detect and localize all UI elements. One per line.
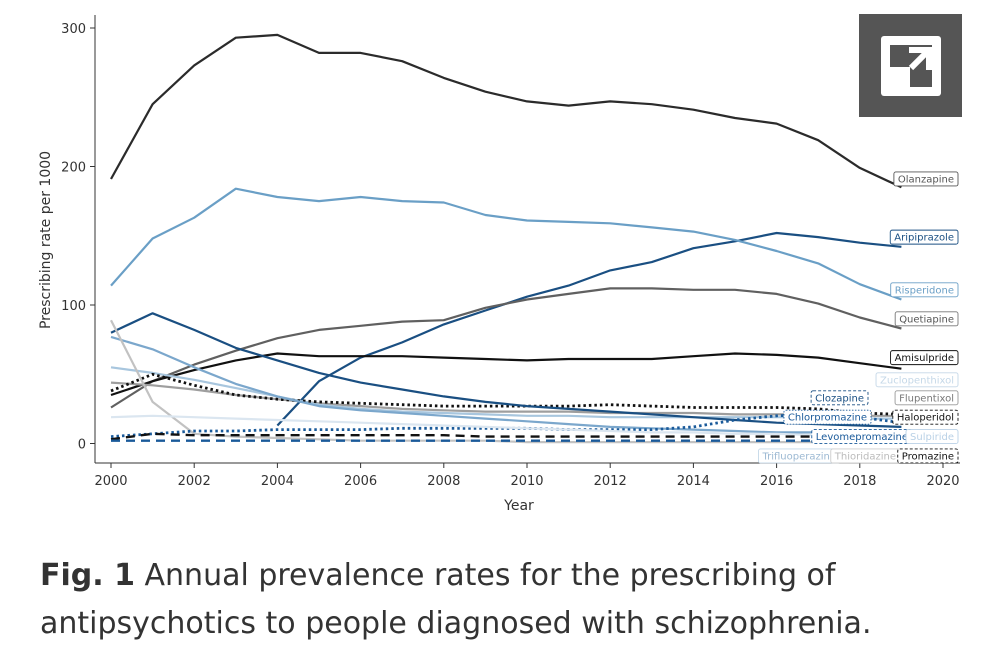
label-olanzapine: Olanzapine <box>893 171 959 187</box>
label-clozapine: Clozapine <box>810 390 869 406</box>
label-box-amisulpride <box>890 350 959 366</box>
label-text-levomepromazine: Levomepromazine <box>816 432 908 443</box>
caption-text: Annual prevalence rates for the prescrib… <box>40 558 872 641</box>
y-tick-label: 0 <box>78 438 86 453</box>
x-tick-label: 2012 <box>594 474 627 489</box>
label-haloperidol: Haloperidol <box>892 409 959 425</box>
label-text-risperidone: Risperidone <box>895 285 954 296</box>
x-tick-label: 2014 <box>677 474 710 489</box>
label-aripiprazole: Aripiprazole <box>889 229 959 245</box>
label-flupentixol: Flupentixol <box>894 390 959 406</box>
label-box-risperidone <box>890 282 959 298</box>
label-box-flupentixol <box>894 390 959 406</box>
series-line-haloperidol <box>110 372 902 416</box>
label-box-haloperidol <box>892 409 959 425</box>
label-box-zuclopenthixol <box>875 372 959 388</box>
series-line-trifluoperazine <box>110 414 902 438</box>
x-tick-label: 2002 <box>178 474 211 489</box>
label-quetiapine: Quetiapine <box>894 311 959 327</box>
label-thioridazine: Thioridazine <box>830 448 901 464</box>
label-text-aripiprazole: Aripiprazole <box>894 233 954 244</box>
expand-icon <box>881 36 941 96</box>
label-box-levomepromazine <box>811 429 913 445</box>
chart: 0 100 200 300 2000 2002 2004 2006 2008 2010 2012 20… <box>38 15 960 514</box>
label-text-promazine: Promazine <box>902 451 954 462</box>
x-tick-label: 2016 <box>760 474 793 489</box>
label-text-thioridazine: Thioridazine <box>834 451 896 462</box>
label-promazine: Promazine <box>897 448 959 464</box>
series-line-promazine <box>110 432 902 441</box>
x-axis-title: Year <box>503 498 534 514</box>
series-line-sulpiride <box>110 335 902 435</box>
series-layer <box>110 33 902 444</box>
label-box-chlorpromazine <box>783 409 872 425</box>
series-line-olanzapine <box>110 33 902 189</box>
series-line-quetiapine <box>110 287 902 409</box>
label-box-aripiprazole <box>889 229 959 245</box>
x-tick-label: 2018 <box>843 474 876 489</box>
label-text-quetiapine: Quetiapine <box>899 314 954 325</box>
label-amisulpride: Amisulpride <box>890 350 959 366</box>
label-zuclopenthixol: Zuclopenthixol <box>875 372 959 388</box>
expand-button[interactable] <box>859 14 962 117</box>
x-tick-label: 2010 <box>510 474 543 489</box>
series-line-clozapine <box>110 312 902 428</box>
label-trifluoperazine: Trifluoperazine <box>758 448 841 464</box>
series-line-amisulpride <box>110 352 902 397</box>
series-line-risperidone <box>110 187 902 301</box>
label-text-clozapine: Clozapine <box>815 393 864 404</box>
label-box-olanzapine <box>893 171 959 187</box>
label-text-zuclopenthixol: Zuclopenthixol <box>880 375 954 386</box>
x-tick-label: 2004 <box>261 474 294 489</box>
label-levomepromazine: Levomepromazine <box>811 429 913 445</box>
label-risperidone: Risperidone <box>890 282 959 298</box>
x-tick-label: 2020 <box>926 474 959 489</box>
axes: 0 100 200 300 2000 2002 2004 2006 2008 2010 2012 20… <box>61 15 960 489</box>
label-text-sulpiride: Sulpiride <box>910 432 954 443</box>
series-line-aripiprazole <box>276 231 902 427</box>
y-tick-label: 100 <box>61 299 86 314</box>
series-line-zuclopenthixol <box>110 366 902 420</box>
y-tick-label: 200 <box>61 161 86 176</box>
label-text-flupentixol: Flupentixol <box>899 393 954 404</box>
label-text-trifluoperazine: Trifluoperazine <box>761 451 836 462</box>
label-text-chlorpromazine: Chlorpromazine <box>788 413 867 424</box>
x-tick-label: 2008 <box>427 474 460 489</box>
x-tick-label: 2006 <box>344 474 377 489</box>
label-chlorpromazine: Chlorpromazine <box>783 409 872 425</box>
label-text-amisulpride: Amisulpride <box>895 353 954 364</box>
label-box-promazine <box>897 448 959 464</box>
figure-caption: Fig. 1 Annual prevalence rates for the p… <box>40 552 970 648</box>
x-tick-label: 2000 <box>94 474 127 489</box>
label-text-haloperidol: Haloperidol <box>897 413 954 424</box>
label-text-olanzapine: Olanzapine <box>898 174 954 185</box>
label-sulpiride: Sulpiride <box>905 429 959 445</box>
label-box-quetiapine <box>894 311 959 327</box>
label-box-clozapine <box>810 390 869 406</box>
caption-label: Fig. 1 <box>40 558 135 593</box>
direct-labels: Olanzapine Aripiprazole Risperidone Quetiap… <box>758 171 959 464</box>
label-box-sulpiride <box>905 429 959 445</box>
y-tick-label: 300 <box>61 22 86 37</box>
y-axis-title: Prescribing rate per 1000 <box>38 151 54 329</box>
